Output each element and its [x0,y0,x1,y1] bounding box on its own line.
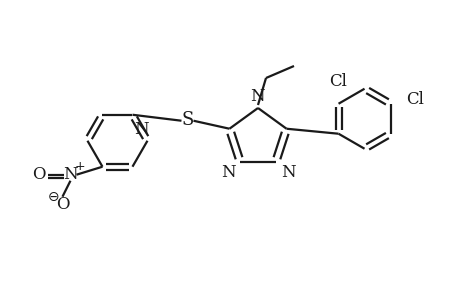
Text: O: O [32,166,45,183]
Text: N: N [280,164,295,181]
Text: N: N [134,121,148,138]
Text: ⊖: ⊖ [48,190,59,204]
Text: O: O [56,196,69,213]
Text: S: S [181,111,193,129]
Text: N: N [220,164,235,181]
Text: +: + [74,160,84,173]
Text: N: N [249,88,264,105]
Text: Cl: Cl [406,91,424,108]
Text: Cl: Cl [329,73,347,90]
Text: N: N [63,166,78,183]
